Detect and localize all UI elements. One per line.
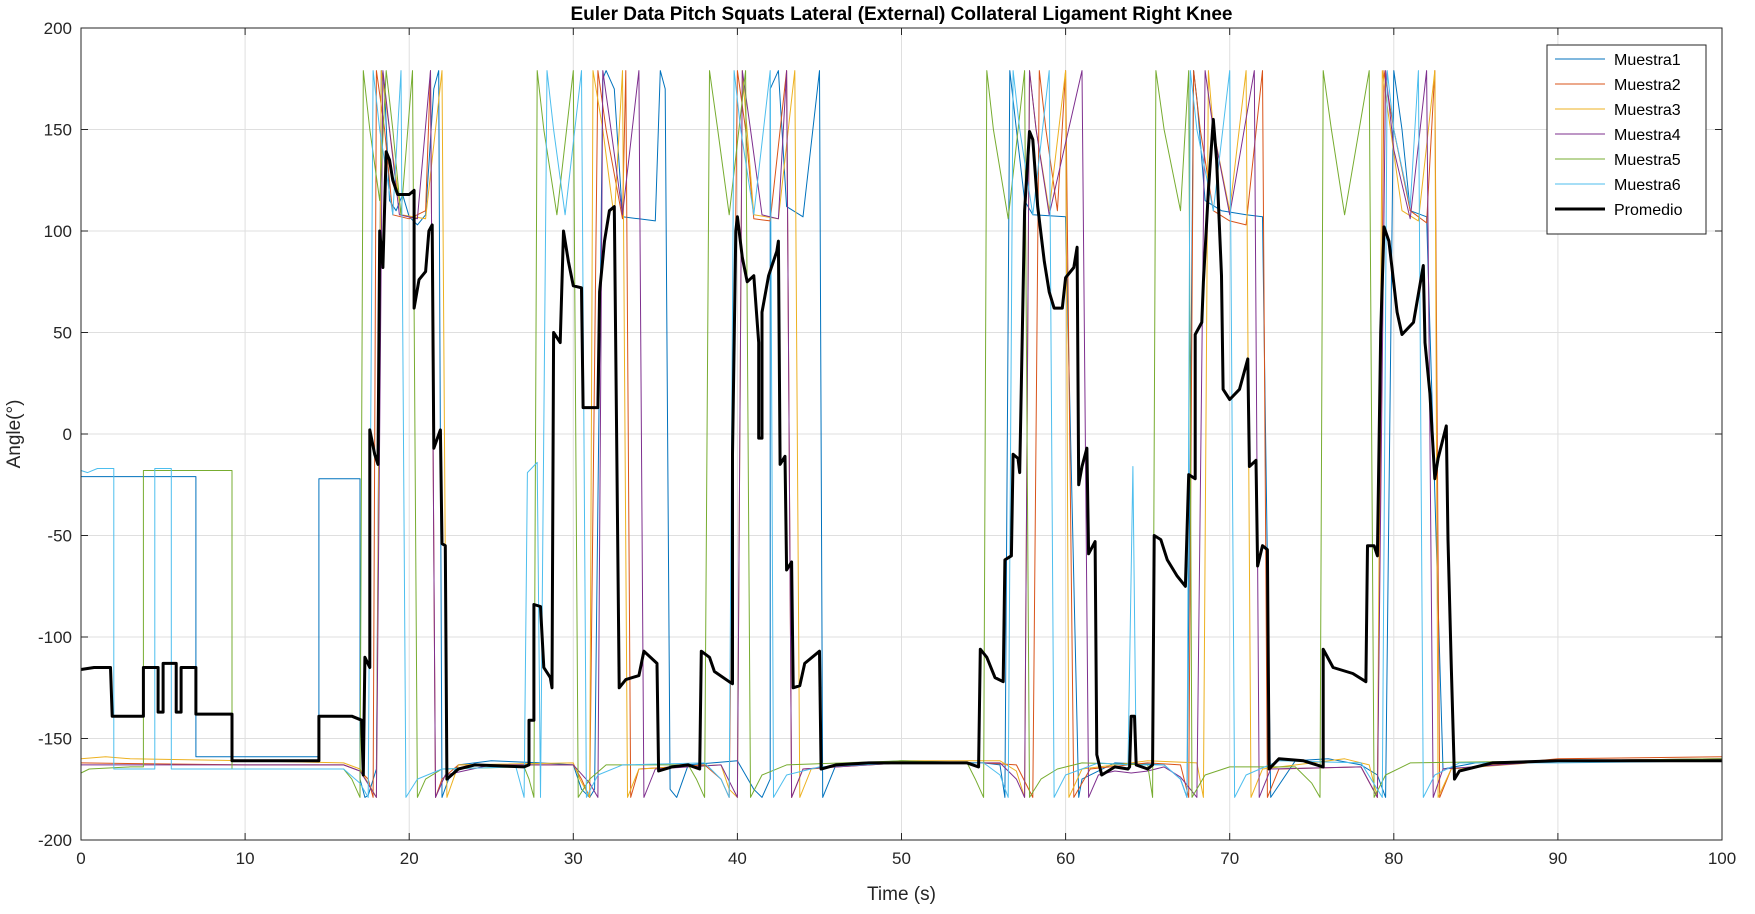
x-tick-label: 50 — [892, 849, 911, 868]
y-axis-label: Angle(°) — [4, 400, 25, 469]
legend-label: Muestra6 — [1614, 177, 1681, 194]
y-tick-label: 200 — [44, 19, 72, 38]
legend-label: Muestra1 — [1614, 52, 1681, 69]
series-line-muestra1 — [81, 70, 1722, 798]
y-tick-label: -150 — [38, 730, 72, 749]
x-tick-label: 40 — [728, 849, 747, 868]
x-tick-label: 60 — [1056, 849, 1075, 868]
y-tick-label: -100 — [38, 628, 72, 647]
series-layer — [80, 70, 1723, 798]
x-tick-label: 70 — [1220, 849, 1239, 868]
x-axis-label: Time (s) — [867, 884, 936, 905]
x-tick-label: 100 — [1708, 849, 1736, 868]
y-tick-label: 50 — [53, 324, 72, 343]
series-line-muestra6 — [80, 70, 1723, 798]
series-line-promedio — [80, 117, 1722, 781]
x-tick-label: 30 — [564, 849, 583, 868]
y-tick-label: 0 — [63, 425, 72, 444]
x-tick-label: 10 — [236, 849, 255, 868]
legend-label: Muestra4 — [1614, 127, 1681, 144]
x-tick-label: 0 — [76, 849, 85, 868]
y-tick-label: 150 — [44, 121, 72, 140]
series-line-muestra5 — [80, 70, 1723, 798]
x-tick-label: 80 — [1384, 849, 1403, 868]
axis-ticks: 0 10 20 30 40 50 60 70 80 90 100 -200 -150 -100 -50 0 50… — [38, 19, 1736, 868]
y-tick-label: -50 — [47, 527, 72, 546]
legend-label: Muestra2 — [1614, 77, 1681, 94]
x-tick-label: 20 — [400, 849, 419, 868]
chart-title: Euler Data Pitch Squats Lateral (Externa… — [571, 4, 1233, 25]
legend: Muestra1 Muestra2 Muestra3 Muestra4 Muestra5… — [1546, 44, 1707, 235]
legend-box — [1546, 44, 1707, 235]
legend-label: Promedio — [1614, 202, 1683, 219]
x-tick-label: 90 — [1548, 849, 1567, 868]
y-tick-label: 100 — [44, 222, 72, 241]
legend-label: Muestra5 — [1614, 152, 1681, 169]
y-tick-label: -200 — [38, 831, 72, 850]
legend-label: Muestra3 — [1614, 102, 1681, 119]
